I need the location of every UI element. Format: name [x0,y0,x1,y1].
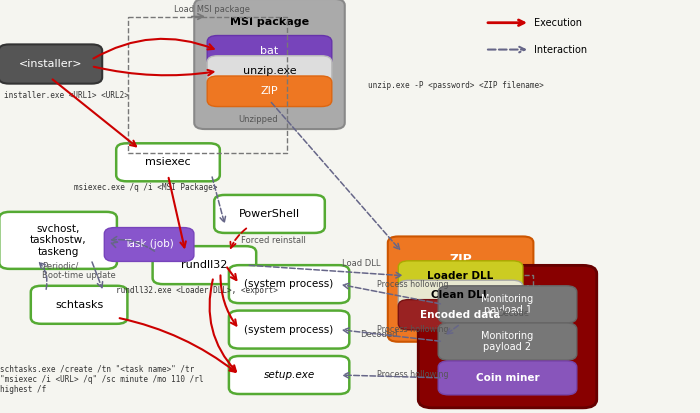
Text: Unzipped: Unzipped [238,115,278,124]
FancyBboxPatch shape [438,361,577,395]
Text: Process hollowing: Process hollowing [377,325,448,334]
Text: installer.exe <URL1> <URL2>: installer.exe <URL1> <URL2> [4,91,128,100]
FancyBboxPatch shape [153,246,256,284]
Text: Encoded data: Encoded data [420,310,501,320]
FancyBboxPatch shape [214,195,325,233]
Text: ZIP: ZIP [449,253,472,266]
FancyBboxPatch shape [438,286,577,323]
FancyBboxPatch shape [116,143,220,181]
Text: Loader DLL: Loader DLL [428,271,494,281]
Text: Decoded: Decoded [360,330,398,339]
FancyBboxPatch shape [418,266,596,408]
Text: (system process): (system process) [244,325,334,335]
FancyBboxPatch shape [31,286,127,324]
Text: Forced reinstall: Forced reinstall [241,236,307,245]
Text: msiexec.exe /q /i <MSI Package>: msiexec.exe /q /i <MSI Package> [74,183,217,192]
Text: Decode: Decode [497,309,529,318]
Text: (system process): (system process) [244,279,334,289]
Text: <installer>: <installer> [19,59,82,69]
FancyBboxPatch shape [398,300,523,330]
Text: rundll32: rundll32 [181,260,228,270]
FancyBboxPatch shape [207,56,332,86]
FancyBboxPatch shape [194,0,344,129]
FancyBboxPatch shape [398,261,523,291]
Text: unzip.exe: unzip.exe [243,66,296,76]
FancyBboxPatch shape [438,323,577,360]
Text: bat: bat [260,46,279,56]
Text: Interaction: Interaction [534,45,587,55]
Text: Execution: Execution [534,18,582,28]
Text: Monitoring
payload 2: Monitoring payload 2 [482,331,533,352]
Text: Task (job): Task (job) [124,240,174,249]
Text: Load MSI package: Load MSI package [174,5,250,14]
FancyBboxPatch shape [207,76,332,107]
FancyBboxPatch shape [0,212,117,269]
Text: MSI package: MSI package [230,17,309,27]
Text: Load DLL: Load DLL [342,259,380,268]
Text: Encoded data: Encoded data [465,285,550,295]
Text: Periodic/
Boot-time update: Periodic/ Boot-time update [42,261,116,280]
Text: svchost,
taskhostw,
taskeng: svchost, taskhostw, taskeng [30,224,86,257]
Text: setup.exe: setup.exe [263,370,315,380]
Text: Process hollowing: Process hollowing [377,370,448,380]
FancyBboxPatch shape [229,356,349,394]
Text: Coin miner: Coin miner [476,373,539,383]
Text: Process hollowing: Process hollowing [377,280,448,289]
FancyBboxPatch shape [229,311,349,349]
FancyBboxPatch shape [398,280,523,311]
Text: unzip.exe -P <password> <ZIP filename>: unzip.exe -P <password> <ZIP filename> [368,81,543,90]
FancyBboxPatch shape [104,228,194,261]
Text: Monitoring
payload 1: Monitoring payload 1 [482,294,533,315]
Text: msiexec: msiexec [145,157,191,167]
Text: Clean DLL: Clean DLL [431,290,490,300]
Text: ZIP: ZIP [260,86,279,96]
FancyBboxPatch shape [388,236,533,342]
Text: schtasks: schtasks [55,300,103,310]
FancyBboxPatch shape [207,36,332,66]
Text: schtasks.exe /create /tn "<task name>" /tr
"msiexec /i <URL> /q" /sc minute /mo : schtasks.exe /create /tn "<task name>" /… [0,364,204,394]
FancyBboxPatch shape [229,265,349,303]
FancyBboxPatch shape [0,45,102,83]
Text: rundll32.exe <Loader DLL>, <export>: rundll32.exe <Loader DLL>, <export> [116,286,277,295]
Text: PowerShell: PowerShell [239,209,300,219]
